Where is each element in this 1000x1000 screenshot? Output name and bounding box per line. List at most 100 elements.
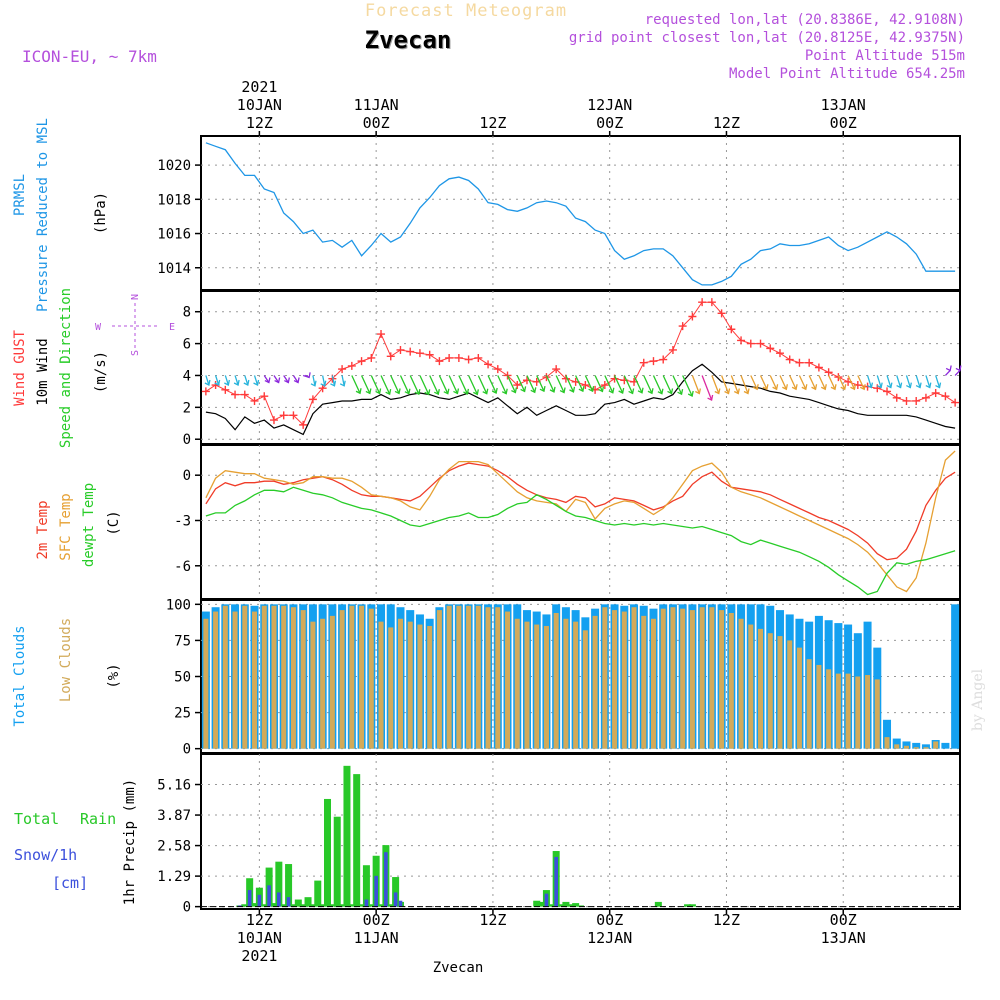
snow-bar [277, 892, 281, 907]
wind-arrow-head [791, 384, 798, 391]
wind-direction-arrow [536, 375, 545, 392]
wind-arrow-head [310, 380, 317, 387]
low-clouds-bar [320, 618, 326, 749]
wind-arrow-head [304, 372, 311, 379]
pressure-labels: PRMSL Pressure Reduced to MSL (hPa) [12, 118, 109, 312]
wind-arrow-head [224, 379, 230, 386]
rain-bar [353, 774, 361, 907]
rain-bar [270, 903, 278, 907]
low-clouds-bar [592, 615, 598, 749]
rain-bar [538, 901, 546, 907]
low-clouds-bar [748, 624, 754, 749]
time-label-bottom: 12Z [246, 911, 273, 929]
speed-dir-label: Speed and Direction [58, 288, 74, 448]
wind-direction-arrow [565, 375, 575, 393]
gust-marker [756, 339, 765, 348]
wind-direction-arrow [555, 375, 565, 393]
wind-direction-arrow [312, 375, 316, 386]
low-clouds-bar [290, 607, 296, 749]
wind-direction-arrow [750, 375, 758, 390]
low-clouds-bar [631, 607, 637, 749]
gust-marker [581, 381, 590, 390]
time-label-top: 00Z [830, 114, 857, 132]
rain-bar [294, 899, 302, 907]
wind-direction-arrow [205, 375, 210, 386]
snow-bar [398, 900, 403, 907]
gust-marker [474, 353, 483, 362]
gust-marker [367, 353, 376, 362]
gust-marker [513, 381, 522, 390]
wind-arrow-head [414, 389, 421, 396]
pressure-ytick-label: 1020 [157, 158, 191, 174]
wind-arrow-head [637, 387, 644, 394]
wind-arrow-head [385, 389, 392, 396]
wind-direction-arrow [438, 375, 449, 394]
gust-marker [668, 345, 677, 354]
gust-marker [883, 387, 892, 396]
wind-ytick-label: 2 [183, 400, 191, 416]
time-label-top: 2021 [241, 78, 277, 96]
total-clouds-bar [951, 604, 960, 749]
snow-bar [257, 894, 262, 907]
low-clouds-bar [222, 605, 228, 749]
rain-bar [567, 904, 575, 907]
wind-direction-arrow [526, 375, 536, 393]
low-clouds-bar [310, 621, 316, 749]
low-clouds-bar [339, 610, 345, 749]
wind-direction-arrow [876, 375, 882, 388]
wind-direction-arrow [351, 375, 361, 394]
gust-marker [386, 352, 395, 361]
time-label-bottom: 00Z [830, 911, 857, 929]
low-clouds-bar [816, 664, 822, 749]
time-label-top: 13JAN [821, 96, 866, 114]
gust-marker [415, 349, 424, 358]
point-altitude: Point Altitude 515m [805, 48, 965, 64]
low-clouds-bar [524, 621, 530, 749]
wind-ytick-label: 4 [183, 368, 191, 384]
low-clouds-bar [213, 611, 219, 749]
wind-ytick-label: 6 [183, 337, 191, 353]
wind-arrow-head [906, 382, 912, 389]
gust-marker [201, 387, 210, 396]
low-clouds-bar [777, 636, 783, 749]
rain-bar [387, 904, 395, 907]
wind-labels: Wind GUST 10m Wind Speed and Direction (… [12, 288, 175, 448]
model-label: ICON-EU, ~ 7km [22, 47, 157, 66]
wind-arrow-head [293, 377, 300, 384]
gust-marker [707, 298, 716, 307]
wind-arrow-head [511, 387, 518, 394]
wind-direction-arrow [283, 375, 289, 383]
low-clouds-bar [466, 605, 472, 749]
wind-direction-arrow [545, 375, 555, 393]
time-label-bottom: 12Z [479, 911, 506, 929]
wind-direction-arrow [896, 375, 902, 388]
wind-direction-arrow [905, 375, 911, 388]
low-clouds-bar [835, 673, 841, 749]
gust-marker [377, 330, 386, 339]
low-clouds-bar [203, 618, 209, 749]
wind-direction-arrow [292, 375, 299, 383]
total-clouds-bar [912, 742, 921, 749]
low-clouds-bar [582, 630, 588, 749]
wind-direction-arrow [818, 375, 826, 390]
gust-marker [795, 358, 804, 367]
low-clouds-bar [874, 679, 880, 749]
rain-bar [562, 901, 570, 907]
wind-arrow-head [424, 389, 431, 396]
watermark: by Angel [970, 668, 986, 731]
gust-marker [308, 395, 317, 404]
gust-marker [737, 336, 746, 345]
rain-bar [338, 904, 346, 907]
wind-arrow-head [394, 388, 401, 395]
temp-ytick-label: -3 [174, 513, 191, 529]
snow-bar [238, 905, 242, 907]
gust-marker [435, 357, 444, 366]
wind-direction-arrow [448, 375, 459, 394]
low-clouds-bar [436, 610, 442, 749]
gust-marker [698, 298, 707, 307]
wind-direction-arrow [506, 375, 516, 393]
gust-marker [279, 411, 288, 420]
wind-direction-arrow [604, 375, 614, 394]
wind-arrow-head [482, 388, 489, 395]
